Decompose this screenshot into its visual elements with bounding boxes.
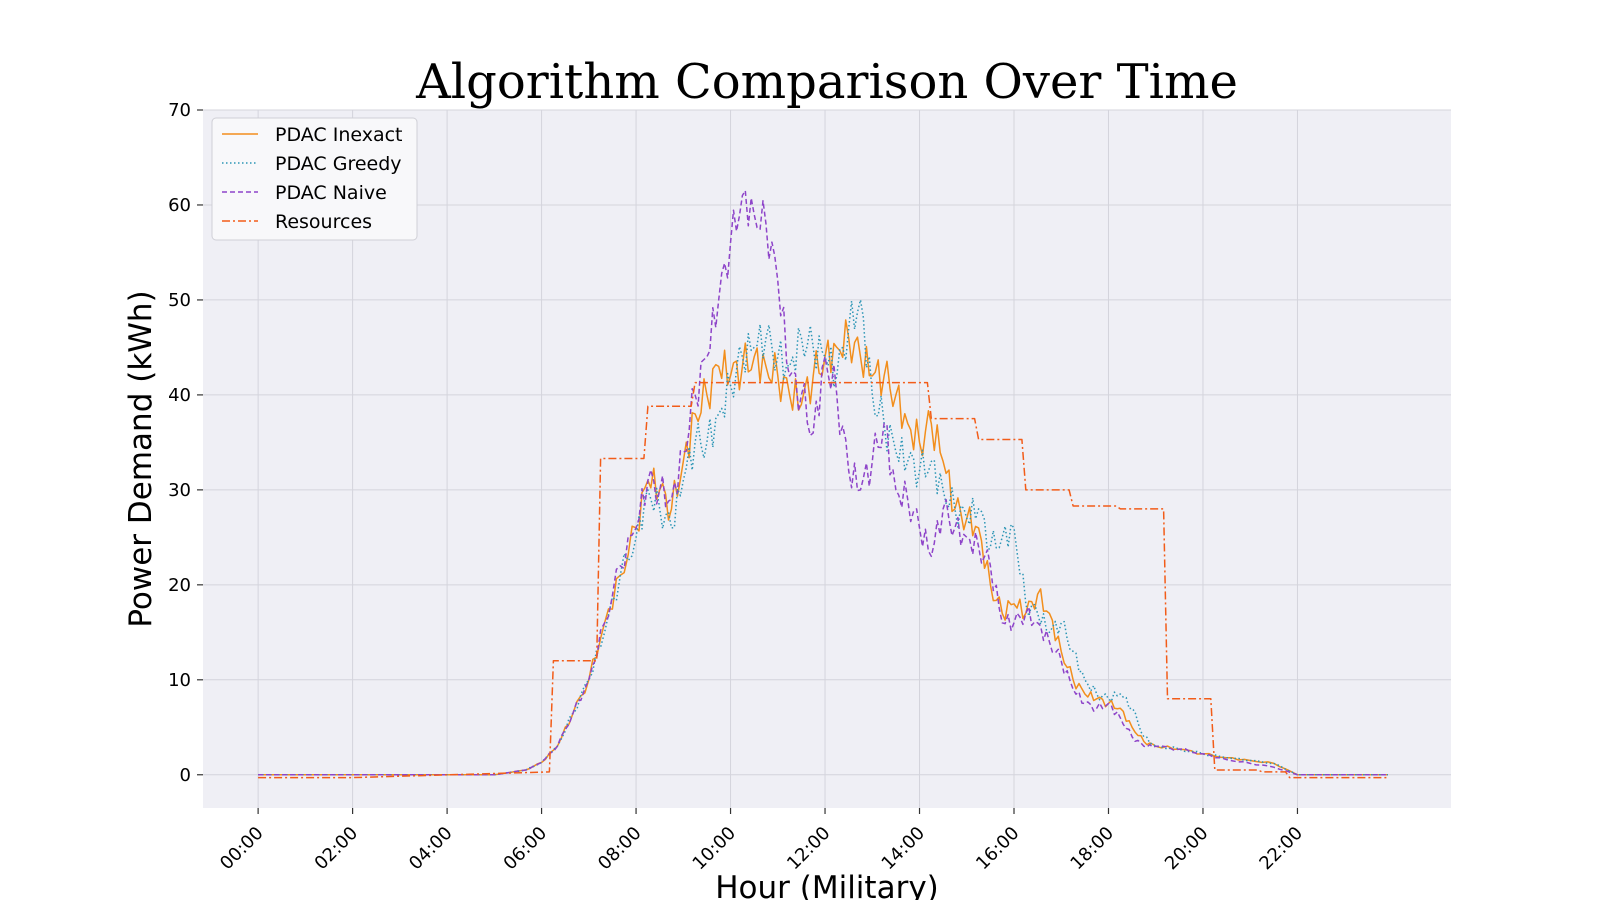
legend-box (211, 117, 418, 241)
x-tick-label: 20:00 (1161, 823, 1213, 875)
series-line-pdac-inexact (258, 319, 1388, 776)
legend-label: PDAC Greedy (275, 153, 402, 175)
y-tick-label: 70 (168, 100, 191, 121)
legend: PDAC Inexact PDAC Greedy PDAC Naive Resourc… (211, 117, 418, 241)
y-axis-label: Power Demand (kWh) (123, 290, 159, 627)
y-tick-label: 10 (168, 670, 191, 691)
y-tick-label: 20 (168, 575, 191, 596)
x-tick-label: 04:00 (405, 823, 457, 875)
legend-label: PDAC Inexact (275, 124, 403, 146)
legend-label: PDAC Naive (275, 182, 387, 204)
series-line-pdac-greedy (258, 299, 1388, 776)
series-line-resources (258, 381, 1388, 779)
x-tick-label: 00:00 (216, 823, 268, 875)
x-tick-label: 18:00 (1066, 823, 1118, 875)
y-tick-label: 0 (180, 765, 191, 786)
x-tick-label: 06:00 (500, 823, 552, 875)
legend-label: Resources (275, 211, 372, 233)
x-tick-label: 12:00 (783, 823, 835, 875)
x-axis-label: Hour (Military) (715, 870, 939, 900)
chart-title: Algorithm Comparison Over Time (415, 54, 1238, 110)
x-tick-label: 02:00 (311, 823, 363, 875)
x-tick-label: 08:00 (594, 823, 646, 875)
series-line-pdac-naive (258, 189, 1388, 776)
y-tick-label: 30 (168, 480, 191, 501)
x-tick-label: 22:00 (1255, 823, 1307, 875)
series-lines (258, 189, 1388, 779)
y-tick-label: 60 (168, 195, 191, 216)
x-tick-label: 16:00 (972, 823, 1024, 875)
x-tick-label: 14:00 (878, 823, 930, 875)
y-tick-label: 40 (168, 385, 191, 406)
y-tick-label: 50 (168, 290, 191, 311)
x-tick-label: 10:00 (689, 823, 741, 875)
